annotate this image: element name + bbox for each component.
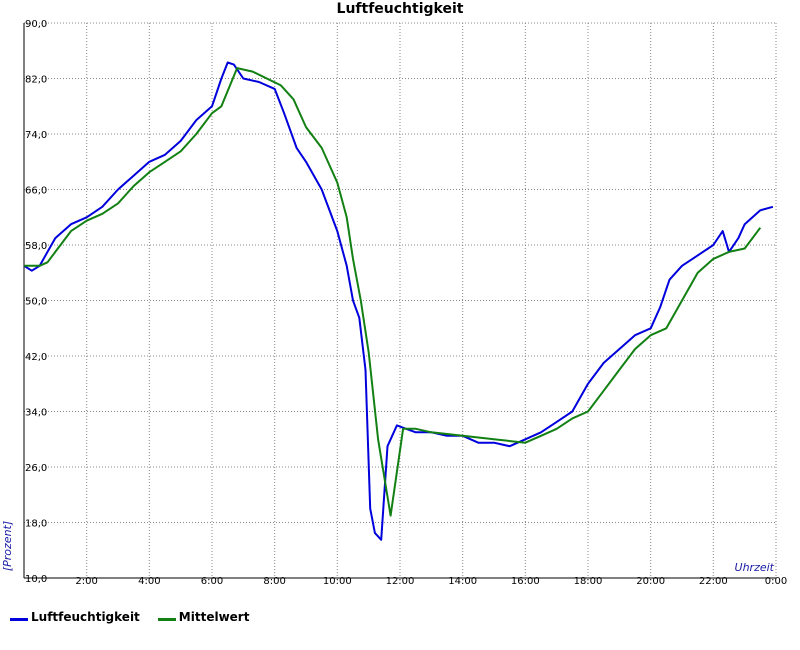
x-tick-label: 4:00 xyxy=(138,576,160,587)
series-lines xyxy=(23,61,774,541)
x-tick-label: 0:00 xyxy=(765,576,787,587)
y-tick-label: 74,0 xyxy=(25,130,47,141)
legend-label-average: Mittelwert xyxy=(178,610,250,624)
x-tick-labels: 2:00 4:00 6:00 8:00 10:00 12:00 14:00 16:00 18:0… xyxy=(75,576,787,587)
chart-title: Luftfeuchtigkeit xyxy=(337,1,464,17)
x-tick-label: 18:00 xyxy=(574,576,603,587)
y-tick-label: 66,0 xyxy=(25,186,47,197)
x-tick-label: 10:00 xyxy=(323,576,352,587)
y-axis-label: [Prozent] xyxy=(1,521,14,571)
series-line-humidity xyxy=(23,61,774,541)
y-tick-label: 18,0 xyxy=(25,519,47,530)
series-line-average xyxy=(24,67,762,517)
x-tick-label: 2:00 xyxy=(75,576,97,587)
y-tick-label: 50,0 xyxy=(25,297,47,308)
y-tick-label: 26,0 xyxy=(25,463,47,474)
y-tick-label: 10,0 xyxy=(25,574,47,585)
legend-label-humidity: Luftfeuchtigkeit xyxy=(31,610,140,624)
grid-lines xyxy=(24,22,777,578)
x-axis-label: Uhrzeit xyxy=(735,561,775,574)
legend-item-average: Mittelwert xyxy=(157,610,250,624)
x-tick-label: 22:00 xyxy=(699,576,728,587)
x-tick-label: 12:00 xyxy=(386,576,415,587)
x-tick-label: 14:00 xyxy=(448,576,477,587)
y-tick-labels: 10,0 18,0 26,0 34,0 42,0 50,0 58,0 66,0 74,0 82,0… xyxy=(25,19,47,585)
x-tick-label: 6:00 xyxy=(201,576,223,587)
y-tick-label: 42,0 xyxy=(25,352,47,363)
axes xyxy=(23,23,776,579)
y-tick-label: 34,0 xyxy=(25,408,47,419)
legend-item-humidity: Luftfeuchtigkeit xyxy=(10,610,140,624)
chart-legend: Luftfeuchtigkeit Mittelwert xyxy=(10,610,267,624)
y-tick-label: 90,0 xyxy=(25,19,47,30)
y-tick-label: 58,0 xyxy=(25,241,47,252)
legend-swatch-average xyxy=(157,617,176,621)
x-tick-label: 16:00 xyxy=(511,576,540,587)
x-tick-label: 20:00 xyxy=(636,576,665,587)
y-tick-label: 82,0 xyxy=(25,75,47,86)
legend-swatch-humidity xyxy=(10,617,28,621)
x-tick-label: 8:00 xyxy=(263,576,285,587)
